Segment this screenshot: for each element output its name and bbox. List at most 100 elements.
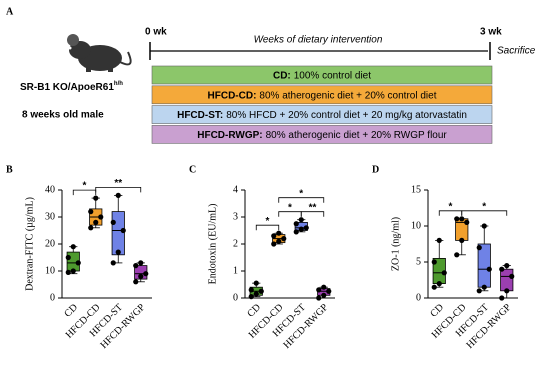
panel-label: B (6, 164, 13, 175)
y-tick-label: 40 (45, 184, 55, 195)
data-point (481, 284, 487, 290)
data-point (321, 292, 327, 298)
y-axis-label: ZO-1 (ng/ml) (390, 217, 401, 271)
group-label: HFCD-CD: (208, 90, 257, 101)
significance-label: * (482, 201, 486, 212)
data-point (248, 294, 254, 300)
group-box (151, 125, 493, 144)
data-point (110, 219, 116, 225)
data-point (253, 291, 259, 297)
x-tick-label: CD (245, 302, 263, 320)
x-tick-label: CD (428, 302, 446, 320)
model-label: SR-B1 KO/ApoeR61h/h (20, 81, 123, 93)
data-point (476, 288, 482, 294)
data-point (120, 227, 126, 234)
data-point (316, 287, 322, 293)
data-point (321, 284, 327, 290)
y-tick-label: 0 (416, 292, 421, 303)
y-tick-label: 10 (45, 265, 55, 276)
data-point (303, 225, 309, 231)
data-point (293, 229, 299, 235)
group-description: 80% HFCD + 20% control diet + 20 mg/kg a… (226, 110, 467, 121)
mouse-icon (67, 34, 132, 72)
data-point (88, 209, 94, 215)
significance-bracket (300, 211, 325, 217)
box (500, 268, 514, 292)
data-point (70, 244, 76, 250)
data-point (459, 216, 465, 222)
data-point (298, 217, 304, 223)
significance-bracket (461, 210, 508, 216)
group-box (151, 105, 493, 124)
panel-label: D (372, 164, 379, 175)
y-tick-label: 0 (233, 292, 238, 303)
y-tick-label: 2 (233, 238, 238, 249)
group-box (151, 65, 493, 85)
data-point (93, 219, 99, 225)
data-point (293, 221, 299, 227)
group-label: HFCD-RWGP: (197, 130, 262, 141)
data-point (110, 260, 116, 266)
y-tick-label: 10 (411, 220, 421, 231)
significance-bracket (255, 224, 280, 231)
data-point (133, 279, 139, 285)
group-description: 80% atherogenic diet + 20% RWGP flour (266, 130, 448, 141)
significance-bracket (95, 187, 142, 193)
data-point (93, 195, 99, 201)
data-point (138, 260, 144, 266)
y-tick-label: 15 (411, 184, 421, 195)
period-label: Weeks of dietary intervention (254, 35, 383, 46)
data-point (431, 259, 437, 265)
data-point (298, 226, 304, 232)
data-point (115, 192, 121, 198)
group-text: HFCD-RWGP: 80% atherogenic diet + 20% RWG… (197, 130, 447, 141)
data-point (65, 254, 71, 261)
data-point (481, 223, 487, 229)
significance-label: ** (309, 202, 317, 213)
group-text: HFCD-CD: 80% atherogenic diet + 20% contr… (208, 90, 437, 101)
data-point (138, 273, 144, 279)
data-point (499, 266, 505, 272)
significance-label: * (266, 216, 270, 227)
group-text: HFCD-ST: 80% HFCD + 20% control diet + 20… (177, 110, 467, 121)
data-point (326, 288, 332, 294)
significance-label: * (449, 201, 453, 212)
data-point (464, 219, 470, 225)
data-point (486, 266, 492, 272)
data-point (499, 295, 505, 301)
y-axis-label: Endotoxin (EU/mL) (207, 204, 218, 285)
panel-label: A (6, 6, 14, 17)
data-point (504, 263, 510, 269)
data-point (476, 245, 482, 251)
panel-label: C (189, 164, 196, 175)
x-tick-label: CD (62, 302, 80, 320)
data-point (504, 288, 510, 294)
significance-label: * (288, 202, 292, 213)
significance-bracket (278, 197, 325, 203)
data-point (70, 268, 76, 274)
group-description: 80% atherogenic diet + 20% control diet (259, 90, 436, 101)
data-point (459, 237, 465, 243)
end-label: 3 wk (480, 27, 502, 38)
y-tick-label: 1 (233, 265, 238, 276)
group-label: HFCD-ST: (177, 110, 223, 121)
significance-label: ** (114, 178, 122, 189)
data-point (248, 287, 254, 293)
subjects-label: 8 weeks old male (22, 110, 104, 121)
data-point (115, 249, 121, 255)
data-point (431, 284, 437, 290)
y-tick-label: 5 (416, 256, 421, 267)
significance-label: * (299, 188, 303, 199)
data-point (143, 271, 149, 277)
data-point (271, 241, 277, 247)
data-point (253, 280, 259, 286)
box (111, 211, 125, 256)
data-point (276, 238, 282, 244)
data-point (454, 252, 460, 258)
y-tick-label: 0 (50, 292, 55, 303)
data-point (436, 237, 442, 243)
data-point (316, 295, 322, 301)
